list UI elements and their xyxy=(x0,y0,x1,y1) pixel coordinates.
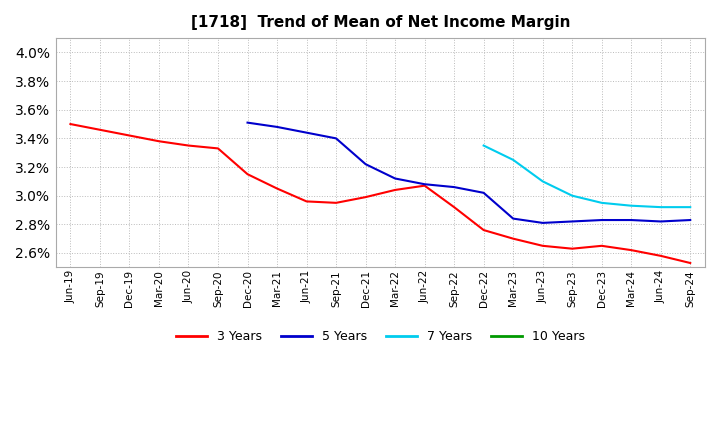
Title: [1718]  Trend of Mean of Net Income Margin: [1718] Trend of Mean of Net Income Margi… xyxy=(191,15,570,30)
Legend: 3 Years, 5 Years, 7 Years, 10 Years: 3 Years, 5 Years, 7 Years, 10 Years xyxy=(171,325,590,348)
